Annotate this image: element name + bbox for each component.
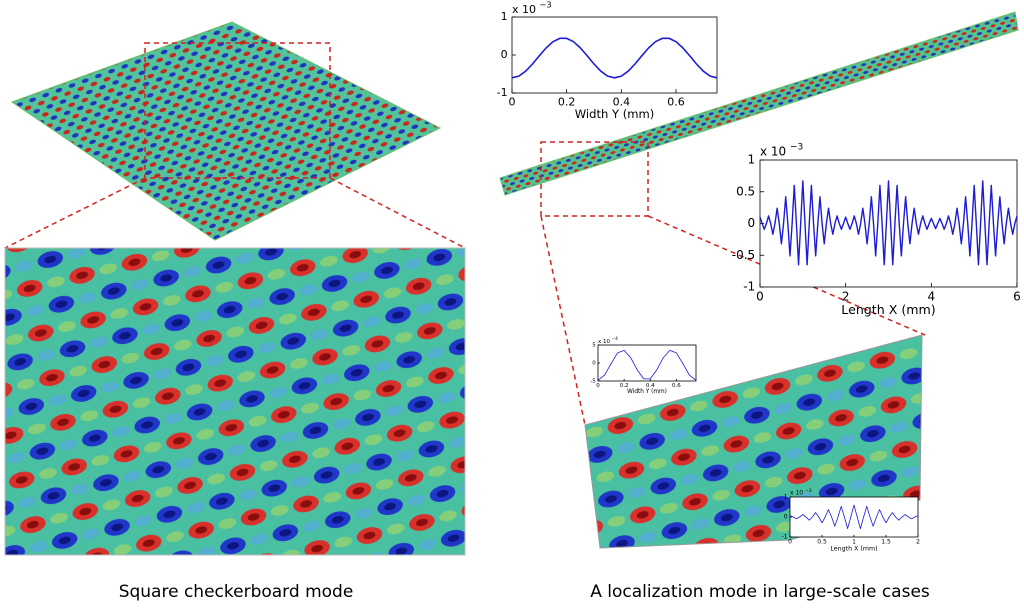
y-tick-label: -0.5 [732,248,755,262]
x-axis-label: Width Y (mm) [575,107,654,121]
zoom-box [144,42,331,179]
y-tick-label: -1 [497,86,508,99]
x-tick-label: 0 [788,539,792,546]
data-line [789,504,919,529]
y-tick-label: 0 [501,48,508,61]
x-tick-label: 1 [852,539,856,546]
multiplier-power: −4 [612,336,618,341]
y-tick-label: 0 [784,514,788,521]
zoom-line [540,215,586,426]
y-tick-label: 0 [592,361,596,367]
y-tick-label: 1 [784,494,788,501]
x-tick-label: 0 [596,383,600,389]
y-tick-label: 0.5 [736,184,755,198]
y-tick-label: 1 [501,10,508,23]
caption: Square checkerboard mode [119,582,354,602]
x-tick-label: 0.2 [620,383,629,389]
x-tick-label: 0 [756,290,764,304]
multiplier: x 10 [598,339,611,345]
x-tick-label: 0.5 [817,539,827,546]
zoom-line [4,177,146,249]
strip-surface [499,11,1019,196]
x-axis-label: Width Y (mm) [627,389,667,395]
multiplier: x 10 [790,490,803,497]
caption: A localization mode in large-scale cases [590,582,930,602]
x-tick-label: 0.2 [558,95,576,108]
plot-area [597,344,697,382]
plot-area [789,496,919,538]
x-tick-label: 2 [842,290,850,304]
multiplier: x 10 [760,145,786,159]
x-tick-label: 2 [916,539,920,546]
zoom-surface [4,247,466,556]
y-tick-label: 5 [592,343,596,349]
x-tick-label: 6 [1013,290,1021,304]
y-tick-label: -1 [743,280,755,294]
plate-surface [10,21,442,241]
x-tick-label: 0 [509,95,516,108]
x-tick-label: 4 [928,290,936,304]
data-line [759,180,1018,266]
data-line [597,350,697,381]
multiplier: x 10 [512,3,536,16]
x-axis-label: Length X (mm) [841,302,935,317]
multiplier-power: −3 [790,142,803,152]
y-tick-label: -1 [782,534,788,541]
data-line [511,37,718,79]
zoom-box [540,141,649,217]
x-tick-label: 0.4 [646,383,655,389]
x-tick-label: 0.6 [667,95,685,108]
y-tick-label: 1 [748,153,756,167]
y-tick-label: 0 [748,216,756,230]
zoom-line [329,177,466,249]
x-tick-label: 0.6 [672,383,681,389]
plot-area [759,159,1018,288]
x-tick-label: 1.5 [881,539,891,546]
plot-area [511,16,718,94]
multiplier-power: −3 [540,0,552,9]
multiplier-power: −3 [805,488,812,494]
y-tick-label: -5 [590,379,596,385]
x-axis-label: Length X (mm) [830,546,877,553]
x-tick-label: 0.4 [613,95,631,108]
